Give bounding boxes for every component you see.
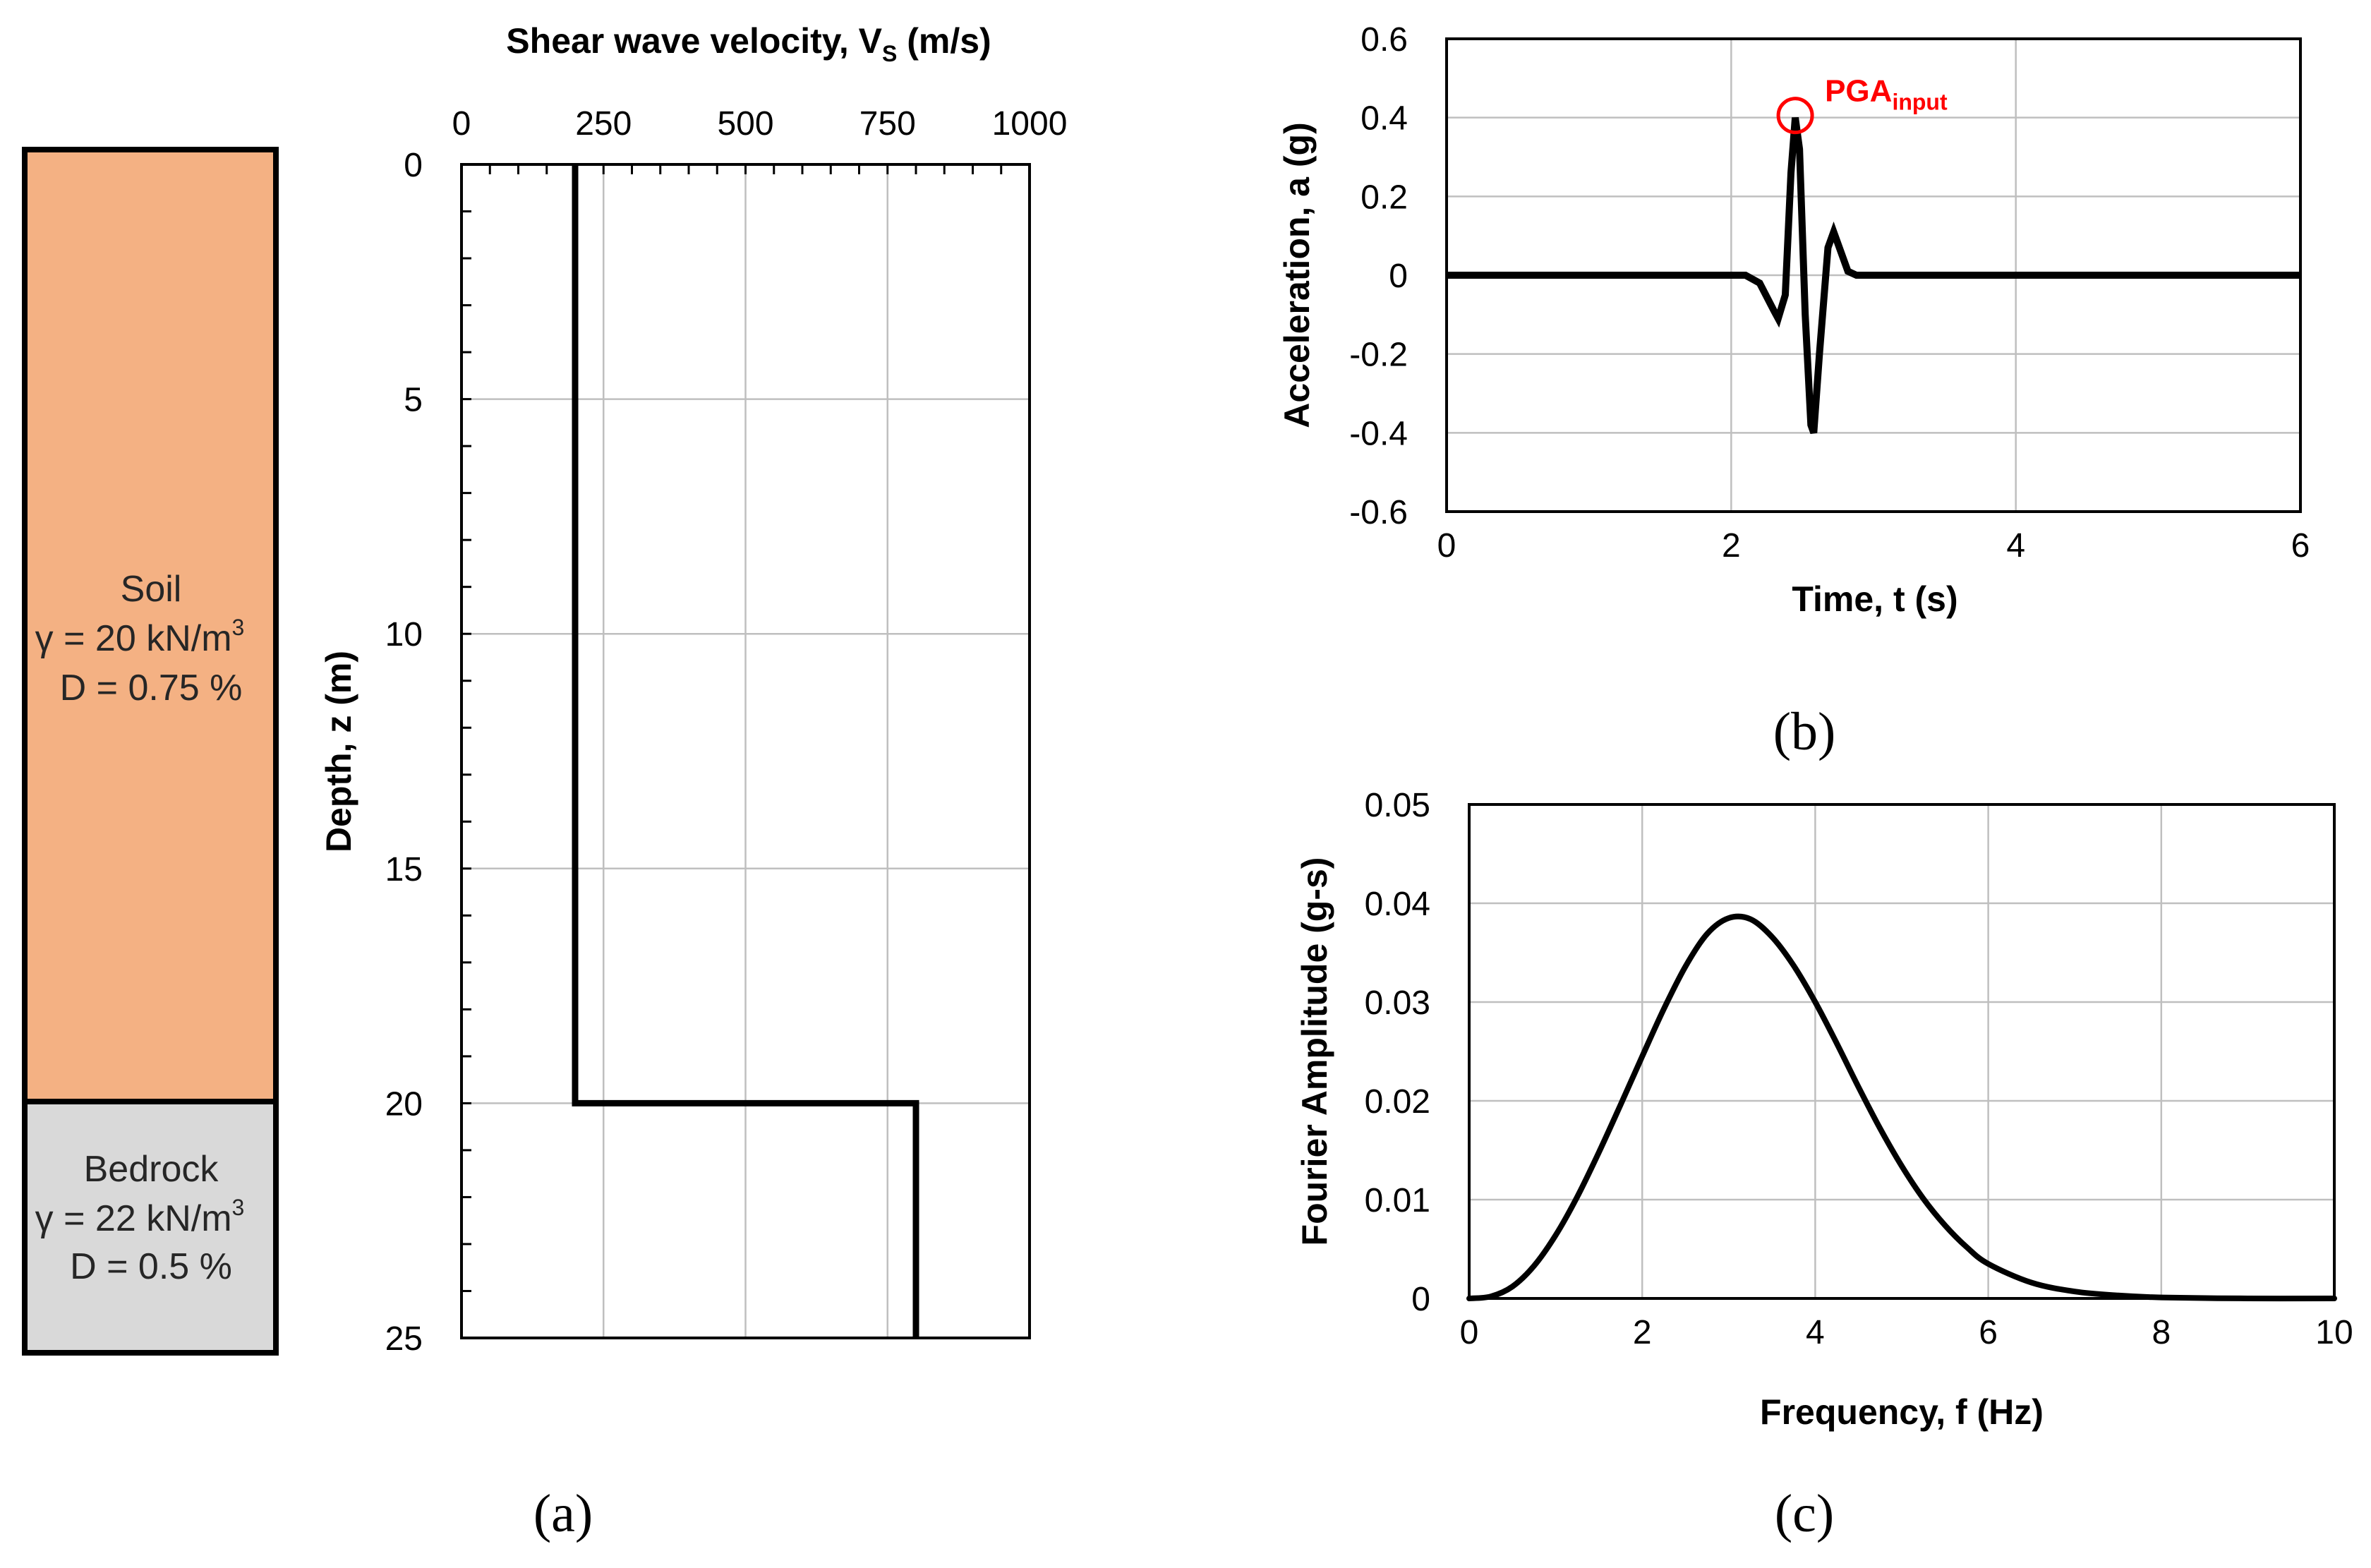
- chart-c-ytick-label: 0.02: [1365, 1083, 1430, 1121]
- chart-c-ytick-label: 0.01: [1365, 1182, 1430, 1219]
- chart-a-title-sub: S: [882, 41, 897, 66]
- bedrock-damping: D = 0.5 %: [70, 1246, 232, 1287]
- chart-a-ylabel: Depth, z (m): [319, 651, 358, 852]
- chart-b-xtick-label: 6: [2291, 527, 2310, 565]
- pga-label-main: PGA: [1825, 74, 1892, 109]
- chart-b-ytick-label: -0.4: [1349, 415, 1408, 452]
- panel-label-c: (c): [1775, 1484, 1834, 1543]
- chart-a-ytick-label: 10: [385, 616, 423, 653]
- soil-unit-weight-exponent: 3: [232, 615, 245, 640]
- chart-c-plot-frame: [1468, 803, 2336, 1300]
- chart-a-title-main: Shear wave velocity, V: [506, 21, 882, 61]
- chart-b-xlabel: Time, t (s): [1792, 579, 1957, 619]
- chart-b-xtick-label: 4: [2006, 527, 2025, 565]
- chart-b-series-line: [1447, 116, 2300, 435]
- soil-damping: D = 0.75 %: [60, 668, 243, 708]
- chart-c-ylabel: Fourier Amplitude (g-s): [1295, 857, 1334, 1246]
- chart-a-xtick-label: 1000: [992, 105, 1068, 143]
- soil-layer-block: [22, 147, 279, 1104]
- chart-a-series-line: [572, 164, 919, 1338]
- panel-label-a: (a): [533, 1484, 593, 1543]
- chart-a-xtick-label: 0: [452, 105, 471, 143]
- chart-c-xtick-label: 0: [1460, 1314, 1479, 1351]
- pga-marker-circle: [1776, 97, 1814, 135]
- chart-b-ytick-label: 0.6: [1361, 21, 1408, 59]
- chart-a-ytick-label: 25: [385, 1320, 423, 1358]
- chart-b-ylabel: Acceleration, a (g): [1277, 122, 1317, 428]
- soil-name: Soil: [121, 569, 182, 610]
- chart-a-xtick-label: 250: [575, 105, 632, 143]
- chart-b-xtick-label: 2: [1722, 527, 1741, 565]
- chart-a-title-unit: (m/s): [897, 21, 991, 61]
- soil-unit-weight: γ = 20 kN/m3: [35, 615, 245, 659]
- chart-c-series-line: [1466, 913, 2337, 1302]
- pga-input-annotation: PGAinput: [1825, 74, 1948, 115]
- chart-b-ytick-label: 0.2: [1361, 179, 1408, 216]
- chart-c-xtick-label: 10: [2315, 1314, 2353, 1351]
- chart-b-ytick-label: -0.6: [1349, 494, 1408, 531]
- chart-c-fourier-spectrum: 0 2 4 6 8 10 0 0.01 0.02 0.03 0.04 0.05 Frequency,…: [1295, 787, 2353, 1432]
- chart-b-ytick-label: -0.2: [1349, 337, 1408, 374]
- chart-c-ytick-label: 0.03: [1365, 984, 1430, 1022]
- chart-c-ytick-label: 0.05: [1365, 787, 1430, 824]
- chart-b-acceleration: 0 2 4 6 -0.6 -0.4 -0.2 0 0.2 0.4 0.6 PGAinput Tim…: [1277, 21, 2310, 619]
- chart-b-ytick-label: 0.4: [1361, 100, 1408, 138]
- chart-b-xtick-label: 0: [1437, 527, 1456, 565]
- chart-c-xtick-label: 4: [1806, 1314, 1825, 1351]
- bedrock-unit-weight-value: γ = 22 kN/m: [35, 1198, 232, 1239]
- chart-a-xtick-label: 750: [859, 105, 916, 143]
- chart-a-title: Shear wave velocity, VS (m/s): [506, 21, 991, 66]
- bedrock-unit-weight: γ = 22 kN/m3: [35, 1195, 245, 1239]
- bedrock-layer-block: [22, 1099, 279, 1356]
- soil-column: Soil γ = 20 kN/m3 D = 0.75 % Bedrock γ =…: [22, 147, 279, 1356]
- chart-a-ytick-label: 20: [385, 1085, 423, 1123]
- chart-c-xtick-label: 2: [1633, 1314, 1652, 1351]
- chart-c-ytick-label: 0.04: [1365, 886, 1430, 923]
- chart-c-xlabel: Frequency, f (Hz): [1760, 1392, 2044, 1432]
- pga-label-sub: input: [1892, 90, 1948, 115]
- chart-a-vs-profile: Shear wave velocity, VS (m/s) 0 250 500 750…: [319, 21, 1067, 1358]
- chart-b-plot-frame: [1445, 37, 2302, 513]
- chart-c-xtick-label: 6: [1979, 1314, 1998, 1351]
- bedrock-unit-weight-exponent: 3: [232, 1195, 245, 1220]
- bedrock-name: Bedrock: [84, 1149, 219, 1190]
- soil-unit-weight-value: γ = 20 kN/m: [35, 618, 232, 659]
- chart-a-xtick-label: 500: [717, 105, 773, 143]
- chart-a-ytick-label: 5: [404, 382, 423, 419]
- chart-a-plot-frame: [460, 163, 1031, 1339]
- panel-label-b: (b): [1773, 702, 1836, 761]
- chart-b-ytick-label: 0: [1389, 258, 1408, 295]
- chart-a-ytick-label: 0: [404, 147, 423, 184]
- chart-c-xtick-label: 8: [2152, 1314, 2171, 1351]
- chart-a-ytick-label: 15: [385, 851, 423, 888]
- chart-c-ytick-label: 0: [1411, 1281, 1430, 1318]
